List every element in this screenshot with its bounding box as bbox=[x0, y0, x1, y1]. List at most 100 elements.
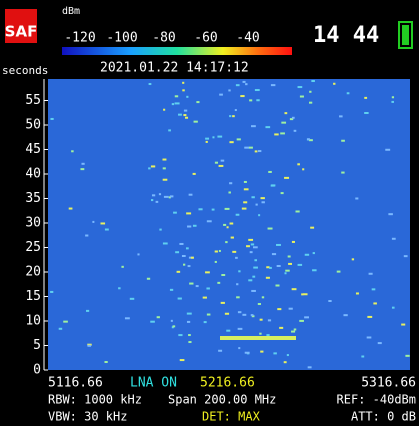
noise-speckle bbox=[251, 196, 254, 198]
y-tick-label: 30 bbox=[25, 216, 41, 231]
noise-speckle bbox=[276, 244, 281, 246]
noise-speckle bbox=[356, 292, 359, 294]
noise-speckle bbox=[268, 171, 272, 173]
noise-speckle bbox=[292, 241, 295, 243]
timestamp: 2021.01.22 14:17:12 bbox=[100, 61, 249, 76]
noise-speckle bbox=[401, 324, 405, 326]
noise-speckle bbox=[305, 254, 309, 256]
noise-speckle bbox=[258, 303, 261, 305]
noise-speckle bbox=[373, 302, 377, 304]
noise-speckle bbox=[125, 317, 130, 319]
noise-speckle bbox=[183, 114, 186, 116]
noise-speckle bbox=[284, 177, 289, 179]
noise-speckle bbox=[275, 285, 279, 287]
noise-speckle bbox=[236, 214, 240, 216]
noise-speckle bbox=[219, 250, 221, 252]
noise-speckle bbox=[253, 246, 258, 248]
noise-speckle bbox=[225, 241, 227, 243]
noise-speckle bbox=[298, 86, 303, 88]
noise-speckle bbox=[236, 84, 240, 86]
center-freq: 5216.66 bbox=[200, 376, 255, 391]
noise-speckle bbox=[285, 112, 288, 114]
noise-speckle bbox=[163, 242, 168, 244]
noise-speckle bbox=[243, 81, 246, 83]
noise-speckle bbox=[352, 258, 354, 260]
noise-speckle bbox=[196, 101, 199, 103]
noise-speckle bbox=[341, 140, 345, 142]
noise-speckle bbox=[294, 130, 297, 132]
noise-speckle bbox=[92, 221, 94, 223]
noise-speckle bbox=[137, 253, 139, 255]
start-freq: 5116.66 bbox=[48, 376, 103, 391]
noise-speckle bbox=[191, 257, 194, 259]
noise-speckle bbox=[163, 109, 165, 111]
noise-speckle bbox=[194, 121, 198, 123]
noise-speckle bbox=[254, 259, 257, 261]
noise-speckle bbox=[236, 283, 238, 285]
noise-speckle bbox=[215, 261, 217, 263]
noise-speckle bbox=[173, 325, 176, 327]
noise-speckle bbox=[243, 201, 247, 203]
noise-speckle bbox=[105, 229, 109, 231]
noise-speckle bbox=[248, 279, 252, 281]
screen: SAF dBm 14 44 seconds 2021.01.22 14:17:1… bbox=[0, 0, 419, 426]
noise-speckle bbox=[184, 110, 187, 112]
noise-speckle bbox=[251, 290, 256, 292]
noise-speckle bbox=[230, 223, 234, 225]
noise-speckle bbox=[50, 291, 53, 293]
noise-speckle bbox=[185, 117, 188, 119]
noise-speckle bbox=[249, 99, 252, 101]
noise-speckle bbox=[198, 208, 202, 210]
noise-speckle bbox=[242, 208, 247, 210]
noise-speckle bbox=[178, 334, 182, 336]
noise-speckle bbox=[251, 243, 254, 245]
noise-speckle bbox=[343, 314, 347, 316]
noise-speckle bbox=[277, 308, 281, 310]
noise-speckle bbox=[256, 99, 259, 101]
noise-speckle bbox=[292, 117, 295, 119]
y-tick-label: 20 bbox=[25, 265, 41, 280]
noise-speckle bbox=[221, 274, 225, 276]
noise-speckle bbox=[180, 359, 185, 361]
noise-speckle bbox=[266, 266, 269, 268]
y-tick-label: 40 bbox=[25, 167, 41, 182]
noise-speckle bbox=[292, 288, 297, 290]
noise-speckle bbox=[189, 194, 193, 196]
noise-speckle bbox=[237, 138, 241, 140]
noise-speckle bbox=[182, 82, 184, 84]
noise-speckle bbox=[302, 168, 304, 170]
noise-speckle bbox=[205, 271, 210, 273]
noise-speckle bbox=[405, 355, 409, 357]
noise-speckle bbox=[245, 83, 247, 85]
noise-speckle bbox=[244, 181, 247, 183]
noise-speckle bbox=[147, 278, 150, 280]
y-tick-label: 50 bbox=[25, 118, 41, 133]
noise-speckle bbox=[227, 226, 229, 228]
noise-speckle bbox=[404, 255, 408, 257]
scale-label: -100 bbox=[106, 31, 137, 46]
noise-speckle bbox=[298, 264, 303, 266]
noise-speckle bbox=[273, 352, 276, 354]
noise-speckle bbox=[164, 196, 169, 198]
noise-speckle bbox=[255, 89, 260, 91]
noise-speckle bbox=[71, 150, 73, 152]
noise-speckle bbox=[304, 316, 309, 318]
noise-speckle bbox=[236, 296, 240, 298]
noise-speckle bbox=[231, 237, 234, 239]
noise-speckle bbox=[221, 302, 225, 304]
noise-speckle bbox=[156, 201, 159, 203]
noise-speckle bbox=[188, 265, 191, 267]
noise-speckle bbox=[229, 115, 231, 117]
noise-speckle bbox=[260, 351, 263, 353]
noise-speckle bbox=[175, 102, 180, 104]
span: Span 200.00 MHz bbox=[168, 393, 276, 407]
noise-speckle bbox=[50, 118, 53, 120]
noise-speckle bbox=[189, 283, 193, 285]
noise-speckle bbox=[388, 213, 392, 215]
noise-speckle bbox=[203, 297, 207, 299]
noise-speckle bbox=[232, 115, 235, 117]
noise-speckle bbox=[159, 229, 161, 231]
noise-speckle bbox=[312, 269, 317, 271]
noise-speckle bbox=[193, 225, 197, 227]
time-unit: seconds bbox=[2, 64, 48, 77]
